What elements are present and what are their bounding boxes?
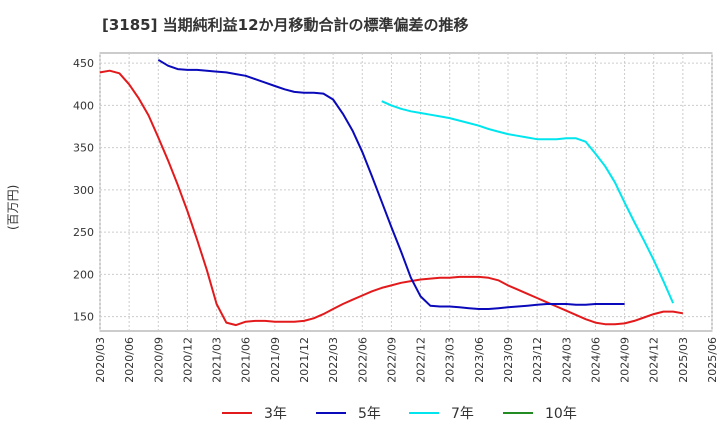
y-tick-label: 350 [73,142,94,155]
x-tick-label: 2024/03 [560,337,573,383]
y-tick-label: 300 [73,184,94,197]
legend-label: 5年 [358,406,381,422]
x-tick-label: 2020/06 [123,337,136,383]
legend-label: 10年 [545,406,577,422]
x-tick-label: 2024/06 [589,337,602,383]
series-line-2 [381,100,675,304]
x-tick-label: 2020/12 [181,337,194,383]
x-tick-labels: 2020/03 2020/06 2020/09 2020/12 2021/03 2021/… [94,337,719,383]
series-line-1 [157,58,625,310]
y-tick-label: 150 [73,311,94,324]
x-tick-label: 2020/03 [94,337,107,383]
x-tick-label: 2025/06 [706,337,719,383]
x-tick-label: 2021/12 [298,337,311,383]
y-tick-label: 250 [73,226,94,239]
x-tick-label: 2022/09 [385,337,398,383]
x-tick-label: 2021/06 [240,337,253,383]
grid-lines [99,53,713,331]
legend: 3年 5年 7年 10年 [222,406,577,422]
x-tick-label: 2024/09 [619,337,632,383]
x-tick-label: 2024/12 [648,337,661,383]
series-lines [99,58,684,327]
x-tick-label: 2020/09 [152,337,165,383]
x-tick-label: 2022/06 [356,337,369,383]
x-tick-label: 2023/06 [473,337,486,383]
x-tick-label: 2023/03 [444,337,457,383]
y-tick-labels: 150 200 250 300 350 400 450 [73,57,94,323]
x-tick-label: 2022/12 [415,337,428,383]
x-tick-label: 2022/03 [327,337,340,383]
y-tick-label: 200 [73,268,94,281]
legend-label: 3年 [264,406,287,422]
y-tick-label: 450 [73,57,94,70]
plot-area [99,52,713,332]
series-line-0 [99,69,684,327]
chart-title: [3185] 当期純利益12か月移動合計の標準偏差の推移 [102,16,469,34]
legend-label: 7年 [451,406,474,422]
x-tick-label: 2025/03 [677,337,690,383]
y-tick-label: 400 [73,99,94,112]
x-tick-label: 2021/09 [269,337,282,383]
x-tick-label: 2023/12 [531,337,544,383]
x-tick-label: 2023/09 [502,337,515,383]
x-tick-label: 2021/03 [211,337,224,383]
